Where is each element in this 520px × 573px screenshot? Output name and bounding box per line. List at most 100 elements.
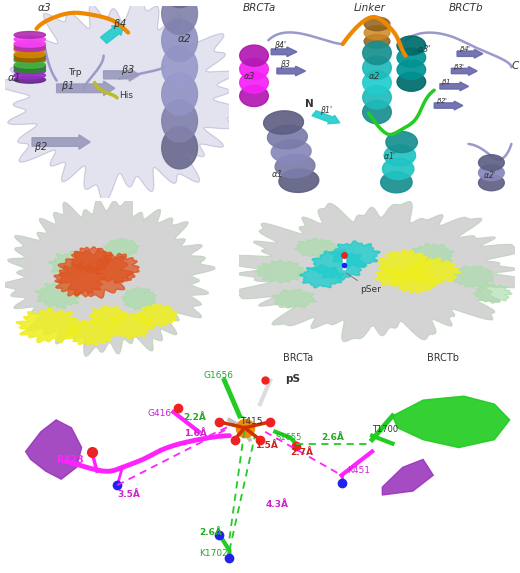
- Polygon shape: [474, 284, 512, 303]
- Ellipse shape: [14, 51, 45, 58]
- Ellipse shape: [364, 17, 390, 31]
- Text: $\alpha$3': $\alpha$3': [417, 43, 432, 54]
- Text: 4.3Å: 4.3Å: [265, 500, 288, 509]
- Text: $\beta$1': $\beta$1': [320, 104, 333, 117]
- Text: $\beta$1: $\beta$1: [441, 77, 451, 87]
- Polygon shape: [122, 288, 156, 309]
- Polygon shape: [104, 238, 139, 257]
- Ellipse shape: [264, 111, 304, 134]
- Polygon shape: [330, 241, 380, 268]
- Text: N: N: [306, 100, 314, 109]
- Polygon shape: [48, 250, 96, 278]
- Text: 2.7Å: 2.7Å: [291, 449, 314, 457]
- Polygon shape: [58, 248, 133, 298]
- Ellipse shape: [14, 76, 45, 83]
- Ellipse shape: [14, 45, 45, 52]
- Text: BRCTb: BRCTb: [426, 353, 459, 363]
- Text: 1.6Å: 1.6Å: [184, 429, 206, 438]
- Ellipse shape: [162, 127, 198, 169]
- Ellipse shape: [162, 46, 198, 88]
- Text: 2.6Å: 2.6Å: [321, 433, 344, 442]
- Text: $\alpha$3: $\alpha$3: [36, 2, 51, 14]
- FancyArrow shape: [277, 66, 306, 76]
- Text: 2.2Å: 2.2Å: [184, 413, 206, 422]
- Polygon shape: [16, 308, 84, 343]
- FancyArrow shape: [312, 111, 340, 124]
- Text: T1700: T1700: [372, 425, 398, 434]
- Ellipse shape: [14, 57, 45, 64]
- Text: Trp: Trp: [68, 68, 81, 77]
- Polygon shape: [89, 305, 126, 326]
- Polygon shape: [225, 202, 520, 342]
- Text: pS: pS: [285, 374, 301, 384]
- Ellipse shape: [14, 40, 45, 47]
- Polygon shape: [66, 319, 115, 346]
- FancyArrow shape: [57, 81, 115, 96]
- Text: His: His: [119, 91, 133, 100]
- Text: $\beta$4': $\beta$4': [274, 39, 287, 52]
- FancyArrow shape: [457, 49, 483, 58]
- Ellipse shape: [363, 56, 392, 79]
- Text: $\beta$3: $\beta$3: [122, 63, 135, 77]
- Ellipse shape: [478, 175, 504, 191]
- Text: T415: T415: [240, 417, 262, 426]
- Ellipse shape: [478, 165, 504, 180]
- Polygon shape: [0, 0, 248, 202]
- Polygon shape: [300, 265, 344, 288]
- Ellipse shape: [384, 145, 415, 166]
- Text: R423: R423: [56, 456, 84, 465]
- Text: 1.5Å: 1.5Å: [255, 441, 278, 450]
- FancyArrow shape: [100, 25, 124, 44]
- FancyArrow shape: [440, 82, 469, 91]
- Text: $\alpha$2': $\alpha$2': [483, 170, 496, 180]
- Text: $\alpha$1': $\alpha$1': [383, 150, 396, 161]
- Ellipse shape: [14, 72, 45, 79]
- Polygon shape: [95, 253, 139, 283]
- Ellipse shape: [279, 169, 319, 193]
- Text: G416: G416: [148, 409, 172, 418]
- Ellipse shape: [363, 86, 392, 109]
- Polygon shape: [137, 304, 177, 327]
- Ellipse shape: [240, 72, 268, 93]
- Ellipse shape: [382, 158, 414, 179]
- Text: G1656: G1656: [204, 371, 234, 380]
- Ellipse shape: [240, 58, 268, 80]
- Text: $\beta$4: $\beta$4: [112, 17, 126, 31]
- Ellipse shape: [363, 71, 392, 94]
- Ellipse shape: [162, 0, 198, 7]
- Text: $\beta$2: $\beta$2: [34, 140, 48, 154]
- Text: $\beta$4': $\beta$4': [459, 45, 471, 54]
- Text: BRCTa: BRCTa: [283, 353, 314, 363]
- Polygon shape: [405, 258, 461, 285]
- Text: $\alpha$3: $\alpha$3: [242, 70, 255, 81]
- Polygon shape: [393, 396, 510, 448]
- Text: $\alpha$1: $\alpha$1: [271, 167, 283, 179]
- Ellipse shape: [397, 36, 425, 55]
- Ellipse shape: [364, 26, 390, 40]
- Text: BRCTa: BRCTa: [242, 3, 276, 14]
- Ellipse shape: [363, 100, 392, 124]
- Polygon shape: [108, 313, 153, 339]
- Text: S1655: S1655: [275, 433, 302, 442]
- Text: $\alpha$2: $\alpha$2: [177, 32, 192, 44]
- Ellipse shape: [162, 19, 198, 61]
- Ellipse shape: [397, 72, 425, 91]
- Text: $\beta$3': $\beta$3': [453, 62, 465, 72]
- Text: $\beta$1: $\beta$1: [61, 79, 74, 93]
- Ellipse shape: [364, 34, 390, 48]
- FancyArrow shape: [32, 135, 90, 149]
- Text: $\alpha$1: $\alpha$1: [7, 70, 21, 83]
- Ellipse shape: [14, 46, 45, 53]
- Text: 2.6Å: 2.6Å: [199, 528, 222, 536]
- Ellipse shape: [14, 36, 45, 43]
- Ellipse shape: [478, 155, 504, 171]
- FancyArrow shape: [271, 47, 297, 57]
- Polygon shape: [311, 250, 367, 280]
- Ellipse shape: [381, 172, 412, 193]
- Ellipse shape: [240, 85, 268, 107]
- Text: K1702: K1702: [199, 550, 228, 558]
- Polygon shape: [71, 247, 110, 273]
- Polygon shape: [395, 270, 437, 293]
- Polygon shape: [25, 420, 82, 479]
- Text: BRCTb: BRCTb: [448, 3, 483, 14]
